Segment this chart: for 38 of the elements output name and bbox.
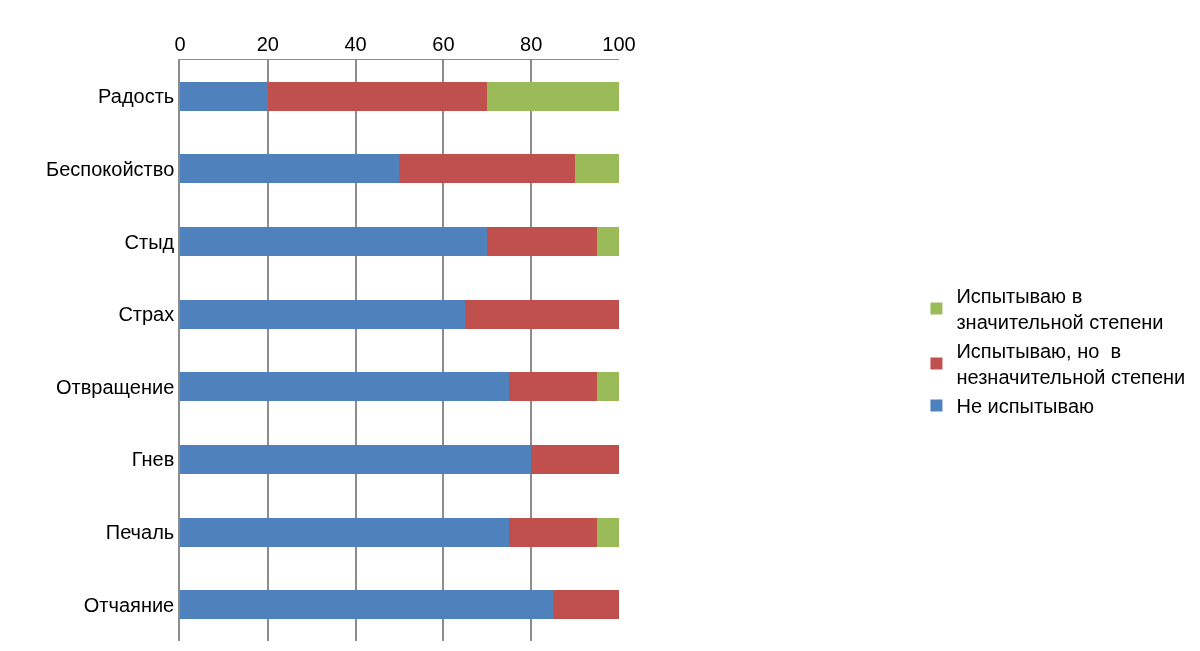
y-tick-label: Страх (118, 303, 175, 326)
x-tick-label: 100 (602, 33, 636, 55)
y-tick-label: Беспокойство (46, 157, 175, 180)
bar (180, 517, 510, 547)
bar (180, 154, 400, 184)
bar (399, 154, 576, 184)
x-tick-label: 40 (344, 33, 367, 55)
bar (267, 81, 488, 111)
bar (180, 227, 488, 257)
bar (575, 154, 619, 184)
x-tick-label: 80 (520, 33, 543, 55)
x-tick-label: 0 (174, 33, 186, 55)
bar (597, 517, 619, 547)
bar (180, 81, 268, 111)
legend-label: Испытываю, но в незначительной степени (956, 340, 1186, 389)
bar (487, 227, 598, 257)
bar (531, 444, 619, 474)
bar (597, 372, 619, 402)
bar (509, 372, 598, 402)
y-tick-label: Радость (98, 85, 175, 108)
legend-label: Не испытываю (956, 395, 1094, 418)
legend-label: Испытываю в значительной степени (956, 285, 1164, 334)
bar (597, 227, 619, 257)
bar (509, 517, 598, 547)
y-tick-label: Отчаяние (83, 593, 175, 616)
bar (180, 590, 554, 620)
x-tick-label: 60 (432, 33, 455, 55)
y-tick-label: Стыд (124, 230, 175, 253)
y-tick-label: Печаль (105, 521, 175, 544)
bar (180, 372, 510, 402)
bar (553, 590, 619, 620)
y-tick-label: Отвращение (55, 375, 175, 398)
bar (180, 299, 466, 329)
y-tick-label: Гнев (131, 448, 175, 471)
bar (465, 299, 619, 329)
bar (180, 444, 532, 474)
bar (487, 81, 619, 111)
x-tick-label: 20 (256, 33, 279, 55)
